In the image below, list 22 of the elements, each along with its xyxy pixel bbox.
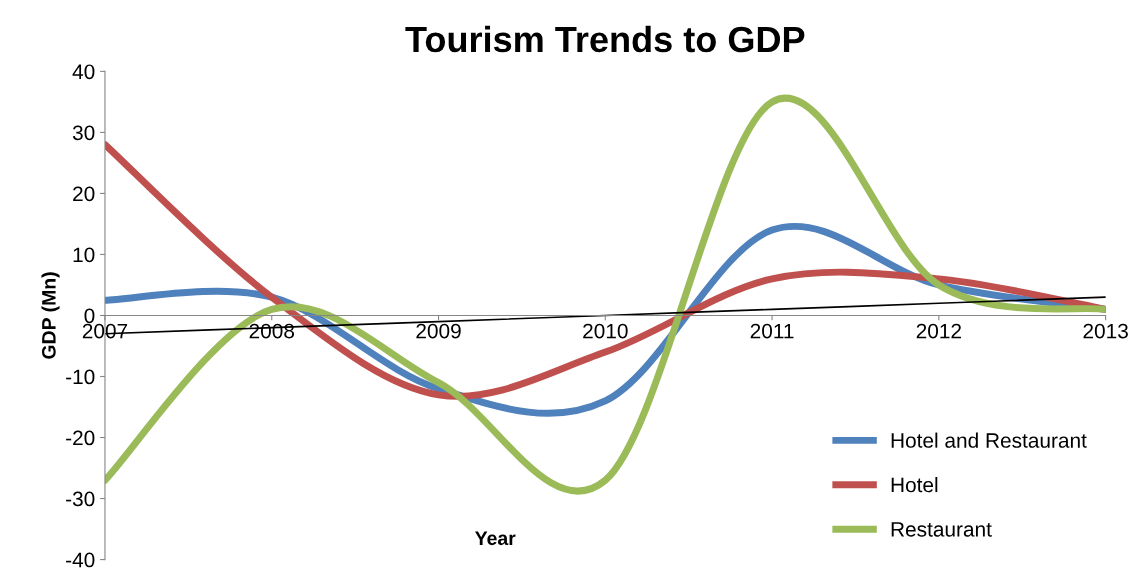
- y-tick-label: 40: [72, 64, 95, 80]
- legend-label: Restaurant: [891, 522, 992, 537]
- x-tick-label: 2012: [916, 323, 961, 339]
- y-axis-title: GDP (Mn): [41, 272, 60, 359]
- x-tick-label: 2010: [583, 323, 628, 339]
- y-tick-label: 0: [84, 308, 95, 324]
- x-tick-label: 2009: [416, 323, 461, 339]
- y-tick-label: -40: [66, 552, 95, 568]
- y-tick-label: -30: [66, 491, 95, 507]
- x-tick-label: 2008: [249, 323, 295, 339]
- x-tick-label: 2007: [82, 323, 128, 339]
- legend-label: Hotel and Restaurant: [891, 432, 1087, 448]
- y-tick-label: 10: [73, 247, 95, 263]
- y-tick-label: -20: [66, 430, 95, 446]
- y-tick-label: 20: [73, 186, 95, 202]
- y-tick-label: 30: [72, 125, 95, 141]
- x-tick-label: 2013: [1083, 323, 1128, 339]
- x-tick-label: 2011: [750, 323, 794, 339]
- y-tick-label: -10: [66, 369, 95, 385]
- x-axis-title: Year: [475, 531, 516, 546]
- legend-label: Hotel: [891, 476, 938, 493]
- chart-title: Tourism Trends to GDP: [405, 25, 805, 53]
